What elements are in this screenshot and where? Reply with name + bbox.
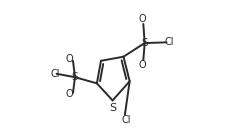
Text: O: O <box>65 89 72 99</box>
Text: S: S <box>141 38 147 48</box>
Text: O: O <box>65 54 72 64</box>
Text: Cl: Cl <box>164 37 173 47</box>
Text: O: O <box>138 60 146 70</box>
Text: S: S <box>71 72 78 82</box>
Text: Cl: Cl <box>121 115 131 125</box>
Text: O: O <box>138 14 146 24</box>
Text: Cl: Cl <box>50 69 60 79</box>
Text: S: S <box>109 103 116 112</box>
